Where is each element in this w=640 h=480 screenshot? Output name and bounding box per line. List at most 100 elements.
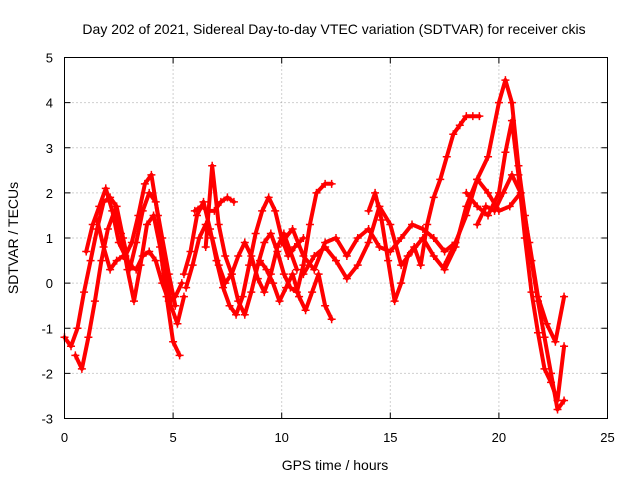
data-point: [229, 197, 238, 206]
data-point: [390, 297, 399, 306]
data-point: [292, 265, 301, 274]
data-point: [173, 319, 182, 328]
data-point: [190, 206, 199, 215]
data-point: [321, 301, 330, 310]
data-point: [99, 243, 108, 252]
axis-ticks: [64, 57, 608, 419]
data-point: [264, 193, 273, 202]
data-point: [475, 112, 484, 121]
data-point: [473, 220, 482, 229]
data-point: [290, 243, 299, 252]
data-point: [540, 364, 549, 373]
data-point: [327, 315, 336, 324]
data-point: [179, 270, 188, 279]
data-point: [301, 306, 310, 315]
data-point: [375, 243, 384, 252]
series-line: [203, 163, 334, 317]
data-point: [103, 224, 112, 233]
data-point: [501, 76, 510, 85]
data-point: [308, 288, 317, 297]
series: [364, 112, 484, 306]
x-tick-label: 5: [169, 430, 176, 445]
data-point: [208, 234, 217, 242]
data-point: [101, 184, 110, 193]
data-point: [77, 364, 86, 373]
data-point: [527, 288, 536, 297]
y-tick-label: 0: [46, 276, 53, 291]
data-point: [507, 98, 516, 107]
data-point: [199, 197, 208, 206]
data-point: [232, 310, 241, 319]
data-point: [288, 224, 297, 233]
data-point: [158, 279, 167, 288]
data-point: [386, 220, 395, 229]
data-point: [164, 297, 173, 306]
data-point: [403, 252, 412, 261]
data-point: [436, 175, 445, 184]
data-point: [88, 220, 97, 229]
data-point: [106, 265, 115, 274]
data-point: [299, 270, 308, 279]
data-point: [295, 292, 304, 301]
data-point: [95, 202, 104, 211]
data-point: [134, 211, 143, 220]
data-point: [451, 238, 460, 247]
data-point: [542, 319, 551, 328]
data-point: [505, 202, 514, 211]
y-tick-label: -1: [41, 321, 53, 336]
data-point: [299, 261, 308, 270]
data-point: [247, 288, 256, 297]
data-point: [507, 170, 516, 179]
data-point: [288, 270, 297, 279]
x-tick-label: 20: [492, 430, 506, 445]
data-point: [314, 270, 323, 279]
series: [473, 170, 569, 346]
data-point: [223, 193, 232, 202]
data-point: [408, 220, 417, 229]
data-point: [177, 279, 186, 288]
data-point: [321, 243, 330, 252]
data-point: [342, 252, 351, 261]
data-point: [234, 252, 243, 261]
data-point: [192, 211, 201, 220]
data-point: [90, 297, 99, 306]
data-point: [540, 333, 549, 342]
data-point: [145, 188, 154, 197]
data-point: [342, 274, 351, 283]
data-point: [208, 161, 217, 170]
data-point: [310, 265, 319, 274]
data-point: [397, 234, 406, 242]
data-point: [140, 179, 149, 188]
data-point: [160, 261, 169, 270]
data-point: [473, 175, 482, 184]
data-point: [299, 252, 308, 261]
chart-title: Day 202 of 2021, Sidereal Day-to-day VTE…: [82, 21, 585, 37]
y-tick-label: 3: [46, 141, 53, 156]
data-point: [130, 297, 139, 306]
data-point: [179, 292, 188, 301]
data-point: [112, 256, 121, 265]
data-point: [484, 211, 493, 220]
data-point: [234, 297, 243, 306]
data-point: [145, 247, 154, 256]
data-point: [97, 256, 106, 265]
data-point: [93, 215, 102, 224]
data-point: [216, 197, 225, 206]
data-point: [240, 238, 249, 247]
data-point: [462, 211, 471, 220]
data-point: [182, 283, 191, 292]
data-point: [440, 261, 449, 270]
data-point: [442, 152, 451, 161]
data-point: [353, 234, 362, 242]
series: [201, 161, 336, 319]
data-point: [547, 378, 556, 387]
data-point: [253, 261, 262, 270]
data-point: [169, 337, 178, 346]
data-point: [112, 202, 121, 211]
y-tick-labels: -3 -2 -1 0 1 2 3 4 5: [41, 51, 53, 427]
data-point: [371, 188, 380, 197]
series: [93, 215, 186, 306]
data-point: [384, 256, 393, 265]
data-point: [416, 261, 425, 270]
data-point: [80, 288, 89, 297]
